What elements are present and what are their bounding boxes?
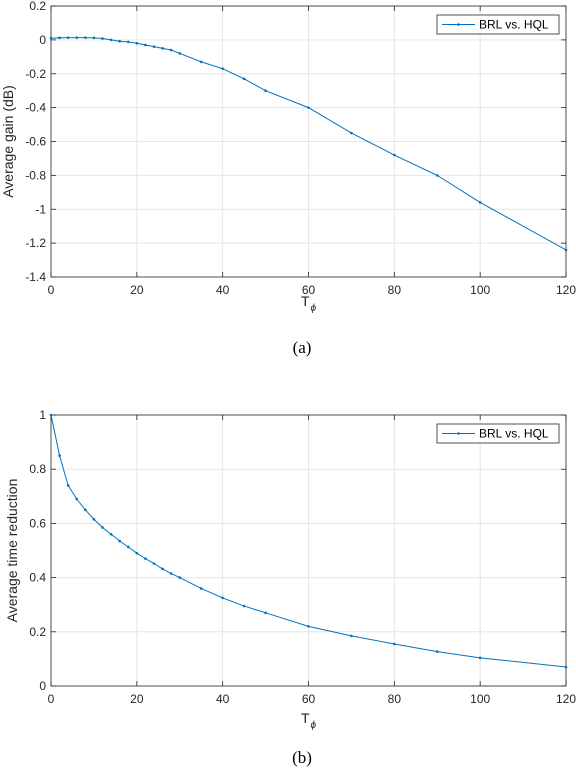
- data-point: [478, 201, 482, 204]
- data-point: [101, 526, 104, 529]
- data-point: [152, 45, 156, 48]
- data-point: [564, 665, 568, 669]
- x-tick-label: 0: [48, 692, 55, 706]
- data-point: [161, 567, 164, 571]
- data-point: [126, 545, 130, 549]
- data-point: [242, 77, 246, 81]
- legend-marker: [457, 23, 460, 26]
- x-tick-label: 120: [556, 692, 576, 706]
- data-point: [307, 106, 310, 109]
- data-point: [75, 36, 79, 39]
- data-point: [75, 497, 79, 501]
- x-tick-label: 40: [216, 283, 230, 297]
- y-tick-label: -0.4: [25, 101, 46, 115]
- series-line: [50, 37, 567, 251]
- x-tick-label: 80: [388, 692, 402, 706]
- data-point: [49, 413, 53, 417]
- y-tick-label: 0.2: [29, 0, 46, 13]
- data-point: [564, 248, 568, 252]
- data-point: [178, 576, 182, 579]
- data-point: [101, 37, 104, 40]
- x-tick-label: 20: [130, 283, 144, 297]
- data-point: [199, 587, 203, 590]
- data-point: [242, 604, 246, 608]
- data-point: [58, 454, 61, 457]
- series-line: [50, 414, 567, 668]
- data-point: [144, 43, 147, 47]
- x-tick-label: 80: [388, 283, 402, 297]
- y-axis-label: Average time reduction: [4, 479, 20, 623]
- x-tick-label: 120: [556, 283, 576, 297]
- data-point: [126, 40, 130, 44]
- y-tick-label: -0.2: [25, 67, 46, 81]
- data-point: [435, 174, 439, 177]
- data-point: [169, 572, 173, 575]
- data-point: [66, 484, 70, 487]
- data-point: [84, 36, 87, 39]
- data-point: [109, 38, 113, 42]
- y-axis-label: Average gain (dB): [0, 85, 16, 198]
- data-point: [135, 41, 139, 45]
- y-tick-label: -1.2: [25, 236, 46, 250]
- data-point: [350, 131, 353, 135]
- legend-box: [436, 14, 560, 35]
- data-point: [264, 611, 267, 615]
- y-tick-label: -1: [35, 202, 46, 216]
- data-point: [393, 642, 396, 646]
- y-tick-label: -0.6: [25, 135, 46, 149]
- y-tick-label: -0.8: [25, 168, 46, 182]
- x-axis-label: Tϕ: [301, 710, 317, 731]
- data-point: [92, 36, 96, 40]
- y-tick-label: 1: [39, 408, 46, 422]
- legend-entry: BRL vs. HQL: [479, 427, 549, 441]
- legend-entry: BRL vs. HQL: [479, 18, 549, 32]
- data-point: [221, 596, 224, 600]
- y-tick-label: 0.4: [29, 571, 46, 585]
- data-point: [393, 153, 396, 157]
- data-point: [118, 39, 121, 43]
- x-axis-label-subscript: ϕ: [311, 720, 317, 731]
- data-point: [264, 89, 267, 92]
- x-axis-label-subscript: ϕ: [311, 303, 317, 314]
- x-tick-label: 0: [48, 283, 55, 297]
- data-point: [49, 36, 53, 40]
- data-point: [169, 48, 173, 52]
- data-point: [199, 60, 203, 64]
- data-point: [58, 36, 61, 40]
- caption-b: (b): [292, 748, 312, 767]
- x-tick-label: 60: [302, 692, 316, 706]
- y-tick-label: 0: [39, 33, 46, 47]
- y-tick-label: 0.6: [29, 516, 46, 530]
- data-point: [435, 650, 439, 653]
- data-point: [307, 625, 310, 628]
- data-point: [84, 508, 87, 512]
- data-point: [144, 557, 147, 560]
- caption-a: (a): [293, 338, 312, 357]
- data-point: [118, 539, 121, 543]
- data-point: [135, 551, 139, 555]
- y-tick-label: 0.2: [29, 625, 46, 639]
- data-point: [92, 518, 96, 521]
- y-tick-label: 0: [39, 679, 46, 693]
- x-tick-label: 20: [130, 692, 144, 706]
- x-tick-label: 60: [302, 283, 316, 297]
- data-point: [109, 532, 113, 536]
- data-point: [152, 562, 156, 565]
- plot-b-time-reduction: 0 20 40 60 80 100 120 0 0.2 0.4 0.6 0.8 1 Tϕ Average t…: [4, 408, 576, 731]
- x-tick-label: 100: [470, 283, 490, 297]
- plot-a-gain: 0 20 40 60 80 100 120 0.2 0 -0.2 -0.4 -0.6 -0.8 -1 -1.…: [0, 0, 576, 314]
- data-point: [66, 36, 70, 39]
- y-tick-label: -1.4: [25, 270, 46, 284]
- data-point: [478, 656, 482, 660]
- legend-marker: [457, 432, 460, 435]
- data-point: [350, 634, 353, 638]
- legend-box: [436, 423, 560, 444]
- data-point: [161, 47, 164, 50]
- x-tick-label: 100: [470, 692, 490, 706]
- x-tick-label: 40: [216, 692, 230, 706]
- data-point: [178, 52, 182, 55]
- data-point: [221, 67, 224, 70]
- y-tick-label: 0.8: [29, 462, 46, 476]
